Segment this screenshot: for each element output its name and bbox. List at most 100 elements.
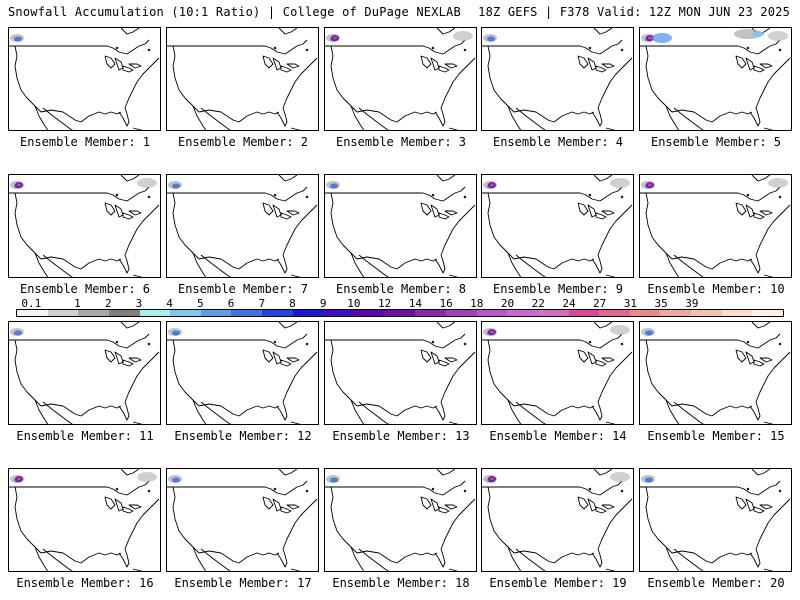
legend-swatch: [599, 310, 630, 316]
legend-label: 16: [439, 297, 453, 310]
member-map: [482, 175, 633, 277]
ensemble-member-panel: [639, 321, 792, 425]
legend-label: 9: [319, 297, 327, 310]
ensemble-member-panel: [481, 27, 634, 131]
snowfall-shading: [172, 330, 180, 336]
ensemble-member-panel: [324, 468, 477, 572]
legend-swatch: [415, 310, 446, 316]
legend-swatch: [476, 310, 508, 316]
basemap-outline: [325, 322, 476, 424]
ensemble-member-caption: Ensemble Member: 12: [174, 429, 312, 443]
snowfall-shading: [645, 477, 653, 483]
ensemble-member-panel: [8, 468, 161, 572]
snowfall-shading: [645, 330, 653, 336]
member-map: [325, 469, 476, 571]
legend-label: 10: [347, 297, 361, 310]
ensemble-member-panel: [481, 468, 634, 572]
ensemble-member-caption: Ensemble Member: 15: [647, 429, 785, 443]
snowfall-shading: [768, 178, 788, 188]
ensemble-member-panel: [481, 174, 634, 278]
ensemble-member-caption: Ensemble Member: 14: [489, 429, 627, 443]
basemap-outline: [640, 469, 791, 571]
legend-swatch: [537, 310, 569, 316]
snowfall-shading: [768, 31, 788, 41]
legend-label: 0.1: [21, 297, 42, 310]
ensemble-member-caption: Ensemble Member: 19: [489, 576, 627, 590]
legend-swatch: [354, 310, 385, 316]
member-map: [482, 469, 633, 571]
member-map: [9, 322, 160, 424]
ensemble-member-panel: [8, 174, 161, 278]
basemap-outline: [9, 322, 160, 424]
legend-label: 39: [685, 297, 699, 310]
legend-label: 6: [227, 297, 235, 310]
legend-swatch: [17, 310, 48, 316]
basemap-outline: [167, 175, 318, 277]
member-map: [482, 322, 633, 424]
legend-label: 5: [197, 297, 204, 310]
legend-swatch: [170, 310, 201, 316]
legend-swatch: [568, 310, 600, 316]
legend-swatch: [629, 310, 661, 316]
legend-label: 7: [258, 297, 266, 310]
legend-swatch: [691, 310, 722, 316]
snowfall-shading: [14, 36, 22, 42]
legend-label: 31: [623, 297, 638, 310]
ensemble-member-panel: [324, 27, 477, 131]
snowfall-shading: [487, 36, 495, 42]
legend-label: 1: [74, 297, 81, 310]
snowfall-shading: [490, 330, 494, 334]
member-map: [482, 28, 633, 130]
legend-label: 12: [378, 297, 392, 310]
ensemble-member-caption: Ensemble Member: 1: [19, 135, 151, 149]
basemap-outline: [482, 322, 633, 424]
legend-swatch: [507, 310, 538, 316]
ensemble-member-caption: Ensemble Member: 4: [492, 135, 624, 149]
member-map: [640, 28, 791, 130]
ensemble-member-caption: Ensemble Member: 20: [647, 576, 785, 590]
snowfall-shading: [17, 183, 21, 187]
legend-label: 3: [135, 297, 143, 310]
ensemble-member-caption: Ensemble Member: 8: [335, 282, 467, 296]
member-map: [167, 322, 318, 424]
member-map: [325, 28, 476, 130]
snowfall-legend: 0.1 1 2 3 4 5 6 7 8 9 10 12 14 16 18 20 22 24 27 31 35 39: [16, 297, 784, 319]
legend-label: 2: [104, 297, 112, 310]
legend-label: 8: [289, 297, 296, 310]
snowfall-shading: [14, 330, 22, 336]
ensemble-member-caption: Ensemble Member: 9: [492, 282, 624, 296]
basemap-outline: [9, 469, 160, 571]
ensemble-member-caption: Ensemble Member: 2: [177, 135, 309, 149]
ensemble-member-caption: Ensemble Member: 17: [174, 576, 312, 590]
legend-swatch: [231, 310, 263, 316]
snowfall-shading: [490, 183, 494, 187]
member-map: [167, 28, 318, 130]
legend-swatch: [200, 310, 232, 316]
snowfall-shading: [17, 477, 21, 481]
ensemble-member-caption: Ensemble Member: 18: [332, 576, 470, 590]
legend-swatch: [47, 310, 79, 316]
ensemble-member-panel: [639, 27, 792, 131]
member-map: [640, 469, 791, 571]
basemap-outline: [640, 175, 791, 277]
member-map: [325, 322, 476, 424]
legend-label: 27: [593, 297, 607, 310]
member-map: [640, 322, 791, 424]
legend-swatch: [139, 310, 171, 316]
basemap-outline: [640, 322, 791, 424]
snowfall-shading: [172, 183, 180, 189]
ensemble-member-caption: Ensemble Member: 13: [332, 429, 470, 443]
legend-swatch: [292, 310, 324, 316]
member-map: [167, 469, 318, 571]
basemap-outline: [325, 469, 476, 571]
legend-color-bar: [16, 309, 784, 317]
snowfall-shading: [610, 472, 630, 482]
snowfall-shading: [648, 183, 652, 187]
legend-swatch: [384, 310, 416, 316]
valid-time: 18Z GEFS | F378 Valid: 12Z MON JUN 23 20…: [478, 5, 790, 19]
snowfall-shading: [610, 178, 630, 188]
legend-label: 24: [562, 297, 576, 310]
snowfall-shading: [330, 183, 338, 189]
ensemble-member-caption: Ensemble Member: 10: [647, 282, 785, 296]
ensemble-member-panel: [481, 321, 634, 425]
